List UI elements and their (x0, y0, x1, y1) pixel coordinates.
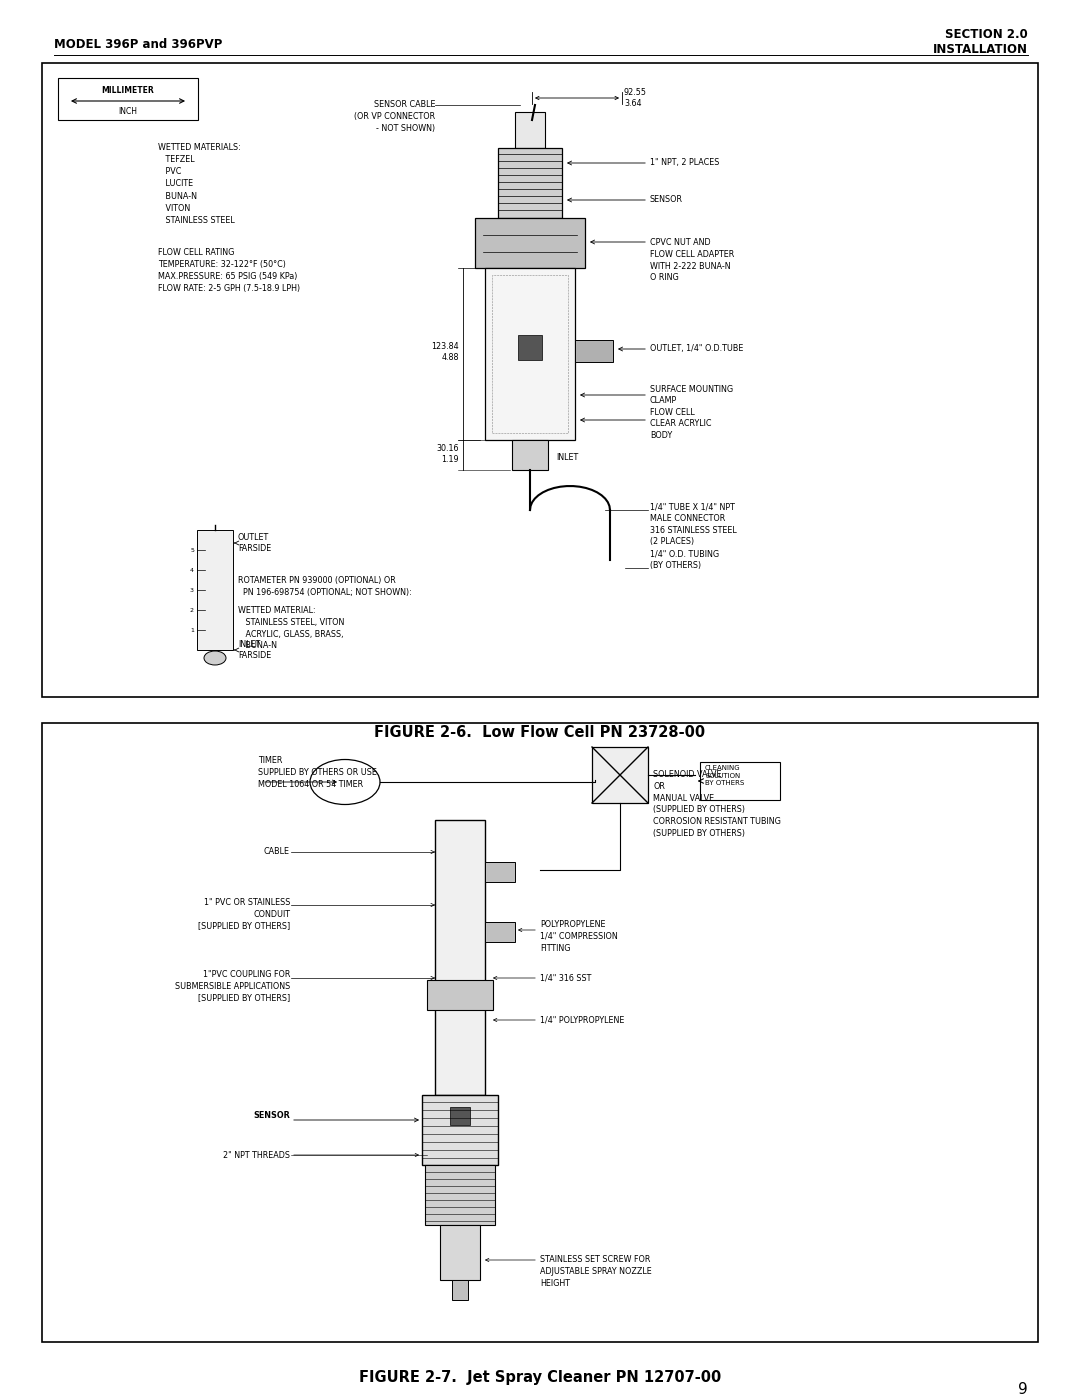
Text: CPVC NUT AND
FLOW CELL ADAPTER
WITH 2-222 BUNA-N
O RING: CPVC NUT AND FLOW CELL ADAPTER WITH 2-22… (650, 237, 734, 282)
Bar (485, 268, 575, 440)
Bar (422, 1095, 498, 1165)
Text: 3: 3 (190, 588, 194, 592)
Text: MODEL 396P and 396PVP: MODEL 396P and 396PVP (54, 38, 222, 52)
Bar (512, 440, 548, 469)
Bar (498, 148, 562, 218)
Text: SENSOR CABLE
(OR VP CONNECTOR
  - NOT SHOWN): SENSOR CABLE (OR VP CONNECTOR - NOT SHOW… (354, 101, 435, 133)
Text: ROTAMETER PN 939000 (OPTIONAL) OR
  PN 196-698754 (OPTIONAL; NOT SHOWN):: ROTAMETER PN 939000 (OPTIONAL) OR PN 196… (238, 576, 411, 597)
Text: TIMER
SUPPLIED BY OTHERS OR USE
MODEL 1064 OR 54 TIMER: TIMER SUPPLIED BY OTHERS OR USE MODEL 10… (258, 756, 377, 788)
Ellipse shape (204, 651, 226, 665)
Text: CABLE: CABLE (264, 848, 291, 856)
Bar (700, 761, 780, 800)
Bar (440, 1225, 480, 1280)
Text: WETTED MATERIAL:
   STAINLESS STEEL, VITON
   ACRYLIC, GLASS, BRASS,
   BUNA-N: WETTED MATERIAL: STAINLESS STEEL, VITON … (238, 606, 345, 651)
Bar (485, 922, 515, 942)
Bar (197, 529, 233, 650)
Text: 2" NPT THREADS: 2" NPT THREADS (222, 1151, 291, 1160)
Bar (592, 747, 648, 803)
Text: OUTLET
FARSIDE: OUTLET FARSIDE (238, 532, 271, 553)
Text: 9: 9 (1018, 1382, 1028, 1397)
Bar (450, 1106, 470, 1125)
Text: POLYPROPYLENE
1/4" COMPRESSION
FITTING: POLYPROPYLENE 1/4" COMPRESSION FITTING (540, 921, 618, 953)
Text: FLOW CELL RATING
TEMPERATURE: 32-122°F (50°C)
MAX.PRESSURE: 65 PSIG (549 KPa)
FL: FLOW CELL RATING TEMPERATURE: 32-122°F (… (158, 249, 300, 293)
Bar (492, 275, 568, 433)
Bar (485, 862, 515, 882)
Text: INCH: INCH (119, 108, 137, 116)
Text: MILLIMETER: MILLIMETER (102, 87, 154, 95)
Text: SOLENOID VALVE
OR
MANUAL VALVE
(SUPPLIED BY OTHERS)
CORROSION RESISTANT TUBING
(: SOLENOID VALVE OR MANUAL VALVE (SUPPLIED… (653, 770, 781, 838)
Text: FIGURE 2-6.  Low Flow Cell PN 23728-00: FIGURE 2-6. Low Flow Cell PN 23728-00 (375, 725, 705, 740)
Bar (515, 112, 545, 148)
Text: 1/4" 316 SST: 1/4" 316 SST (540, 974, 592, 982)
Text: 1" PVC OR STAINLESS
CONDUIT
[SUPPLIED BY OTHERS]: 1" PVC OR STAINLESS CONDUIT [SUPPLIED BY… (198, 898, 291, 930)
Text: 30.16
1.19: 30.16 1.19 (436, 444, 459, 464)
Bar (58, 78, 198, 120)
Text: FLOW CELL
CLEAR ACRYLIC
BODY: FLOW CELL CLEAR ACRYLIC BODY (650, 408, 712, 440)
Bar (575, 339, 613, 362)
Bar (42, 63, 1038, 697)
Bar (518, 335, 542, 360)
Bar (475, 218, 585, 268)
Text: CLEANING
SOLUTION
BY OTHERS: CLEANING SOLUTION BY OTHERS (705, 766, 744, 787)
Bar (435, 820, 485, 1095)
Text: 2: 2 (190, 608, 194, 612)
Text: WETTED MATERIALS:
   TEFZEL
   PVC
   LUCITE
   BUNA-N
   VITON
   STAINLESS STE: WETTED MATERIALS: TEFZEL PVC LUCITE BUNA… (158, 142, 241, 225)
Text: 5: 5 (190, 548, 194, 552)
Text: SURFACE MOUNTING
CLAMP: SURFACE MOUNTING CLAMP (650, 384, 733, 405)
Bar (42, 724, 1038, 1343)
Text: 1: 1 (190, 627, 194, 633)
Text: INLET: INLET (556, 453, 578, 461)
Bar (453, 1280, 468, 1301)
Text: 1/4" O.D. TUBING
(BY OTHERS): 1/4" O.D. TUBING (BY OTHERS) (650, 549, 719, 570)
Text: INLET
FARSIDE: INLET FARSIDE (238, 640, 271, 661)
Text: 1"PVC COUPLING FOR
SUBMERSIBLE APPLICATIONS
[SUPPLIED BY OTHERS]: 1"PVC COUPLING FOR SUBMERSIBLE APPLICATI… (175, 970, 291, 1003)
Text: SENSOR: SENSOR (253, 1111, 291, 1119)
Text: STAINLESS SET SCREW FOR
ADJUSTABLE SPRAY NOZZLE
HEIGHT: STAINLESS SET SCREW FOR ADJUSTABLE SPRAY… (540, 1255, 651, 1288)
Text: 4: 4 (190, 567, 194, 573)
Text: FIGURE 2-7.  Jet Spray Cleaner PN 12707-00: FIGURE 2-7. Jet Spray Cleaner PN 12707-0… (359, 1370, 721, 1384)
Text: 123.84
4.88: 123.84 4.88 (431, 342, 459, 362)
Text: OUTLET, 1/4" O.D.TUBE: OUTLET, 1/4" O.D.TUBE (650, 344, 743, 352)
Text: INSTALLATION: INSTALLATION (933, 43, 1028, 56)
Bar (427, 981, 492, 1010)
Text: SECTION 2.0: SECTION 2.0 (945, 28, 1028, 41)
Bar (426, 1165, 495, 1225)
Text: 1" NPT, 2 PLACES: 1" NPT, 2 PLACES (650, 158, 719, 168)
Text: 1/4" TUBE X 1/4" NPT
MALE CONNECTOR
316 STAINLESS STEEL
(2 PLACES): 1/4" TUBE X 1/4" NPT MALE CONNECTOR 316 … (650, 502, 737, 546)
Text: 1/4" POLYPROPYLENE: 1/4" POLYPROPYLENE (540, 1016, 624, 1024)
Text: 92.55
3.64: 92.55 3.64 (624, 88, 647, 108)
Text: SENSOR: SENSOR (650, 196, 683, 204)
